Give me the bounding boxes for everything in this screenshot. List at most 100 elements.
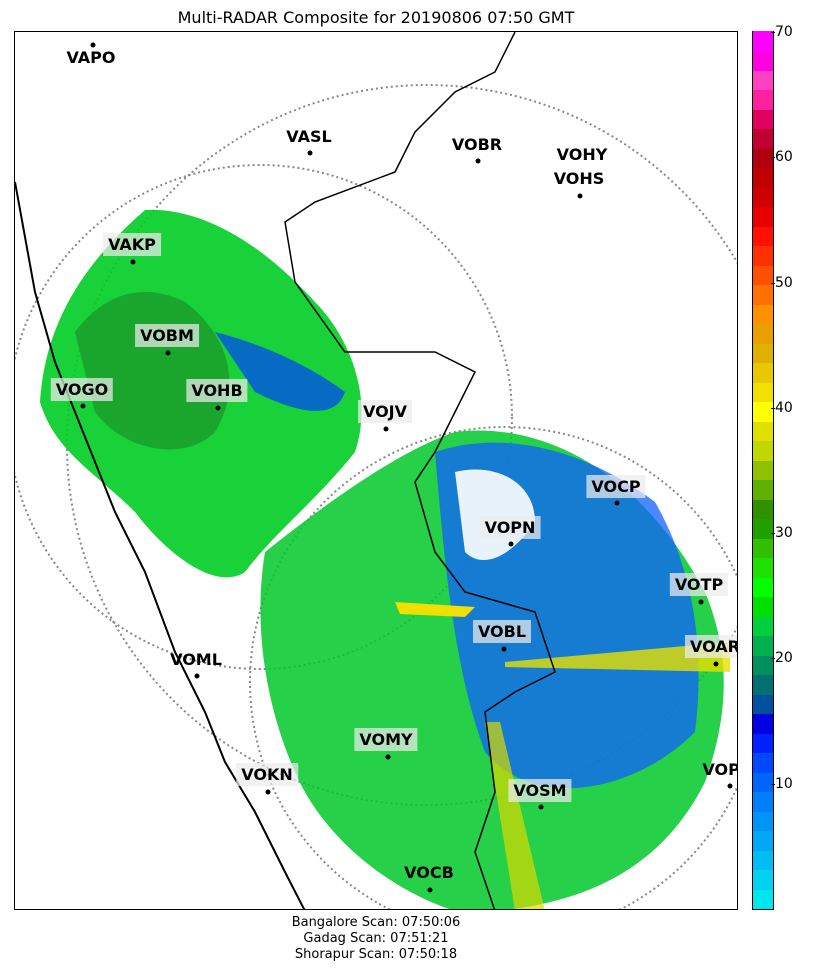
station-label: VOSM [508, 779, 572, 802]
station-dot [265, 789, 271, 795]
station-dot [698, 599, 704, 605]
station-dot [80, 403, 86, 409]
colorbar-segment [753, 655, 773, 676]
colorbar-segment [753, 245, 773, 266]
colorbar-segment [753, 323, 773, 344]
rain-spoke-south [485, 722, 545, 909]
station-label: VOML [170, 650, 222, 669]
station-label: VASL [286, 127, 332, 146]
colorbar-segment [753, 460, 773, 481]
station-dot [713, 661, 719, 667]
scan-time-shorapur: Shorapur Scan: 07:50:18 [294, 947, 458, 962]
colorbar-segment [753, 421, 773, 442]
colorbar-segment [753, 810, 773, 832]
station-dot [194, 673, 200, 679]
colorbar-segment [753, 206, 773, 227]
colorbar-segment [753, 869, 773, 890]
colorbar-segment [753, 343, 773, 364]
station-label: VOGO [50, 378, 114, 401]
colorbar-segment [753, 440, 773, 461]
station-dot [215, 405, 221, 411]
station-dot [90, 42, 96, 48]
station-label: VOPN [479, 516, 541, 539]
colorbar-segment [753, 187, 773, 208]
station-label: VAKP [103, 233, 161, 256]
station-label: VOAR [685, 635, 737, 658]
station-label: VOBR [451, 135, 503, 154]
colorbar-segment [753, 888, 773, 909]
radar-map: VAPO VASL VOBR VOHY VOHS VAKP VOBM VOGO … [14, 31, 738, 910]
colorbar-segment [753, 479, 773, 500]
colorbar-segment [753, 401, 773, 422]
station-label: VOKN [236, 763, 298, 786]
station-dot [577, 193, 583, 199]
range-ring-south [249, 426, 737, 909]
station-dot [501, 646, 507, 652]
station-dot [165, 350, 171, 356]
colorbar-segment [753, 89, 773, 110]
colorbar-segment [753, 167, 773, 188]
colorbar-tick-label: 30 [771, 525, 793, 542]
station-label: VOTP [669, 573, 729, 596]
state-boundary [284, 32, 556, 909]
colorbar [752, 31, 774, 910]
colorbar-segment [753, 538, 773, 559]
range-ring-mid [15, 164, 513, 670]
station-label: VOBM [135, 324, 199, 347]
station-label: VOCB [404, 863, 454, 882]
colorbar-tick-label: 50 [771, 274, 793, 291]
colorbar-segment [753, 128, 773, 149]
station-dot [508, 541, 514, 547]
station-dot [614, 500, 620, 506]
station-dot [538, 804, 544, 810]
colorbar-segment [753, 304, 773, 325]
station-dot [727, 783, 733, 789]
station-label: VOCP [586, 475, 646, 498]
colorbar-segment [753, 557, 773, 578]
coastline [15, 181, 306, 909]
station-label: VOHS [553, 169, 605, 188]
rain-area-west-blue [215, 332, 345, 411]
colorbar-tick-label: 60 [771, 149, 793, 166]
colorbar-segment [753, 772, 773, 793]
colorbar-segment [753, 674, 773, 695]
station-dot [475, 158, 481, 164]
rain-band-east [505, 642, 730, 672]
station-label: VAPO [66, 48, 116, 67]
station-dot [427, 887, 433, 893]
colorbar-segment [753, 226, 773, 247]
scan-time-gadag: Gadag Scan: 07:51:21 [303, 931, 449, 946]
colorbar-segment [753, 616, 773, 637]
station-dot [385, 754, 391, 760]
station-label: VOPC [702, 760, 737, 779]
scan-time-bangalore: Bangalore Scan: 07:50:06 [291, 915, 461, 930]
station-label: VOJV [357, 400, 413, 423]
colorbar-segment [753, 694, 773, 715]
colorbar-segment [753, 265, 773, 286]
colorbar-tick-label: 40 [771, 399, 793, 416]
station-label: VOHY [556, 145, 608, 164]
colorbar-segment [753, 382, 773, 403]
station-dot [307, 150, 313, 156]
colorbar-segment [753, 31, 773, 52]
station-dot [130, 259, 136, 265]
colorbar-segment [753, 733, 773, 754]
colorbar-segment [753, 635, 773, 656]
colorbar-tick-label: 70 [771, 24, 793, 40]
station-label: VOHB [186, 379, 248, 402]
colorbar-segment [753, 518, 773, 539]
colorbar-segment [753, 109, 773, 130]
colorbar-segment [753, 70, 773, 91]
colorbar-segment [753, 596, 773, 617]
colorbar-segment [753, 362, 773, 383]
colorbar-segment [753, 752, 773, 773]
colorbar-segment [753, 791, 773, 812]
colorbar-segment [753, 499, 773, 520]
colorbar-tick-label: 10 [771, 775, 793, 792]
station-label: VOMY [354, 728, 418, 751]
colorbar-tick-label: 20 [771, 650, 793, 667]
radar-layer [15, 32, 737, 909]
station-label: VOBL [472, 620, 532, 643]
colorbar-segment [753, 830, 773, 851]
colorbar-segment [753, 849, 773, 871]
